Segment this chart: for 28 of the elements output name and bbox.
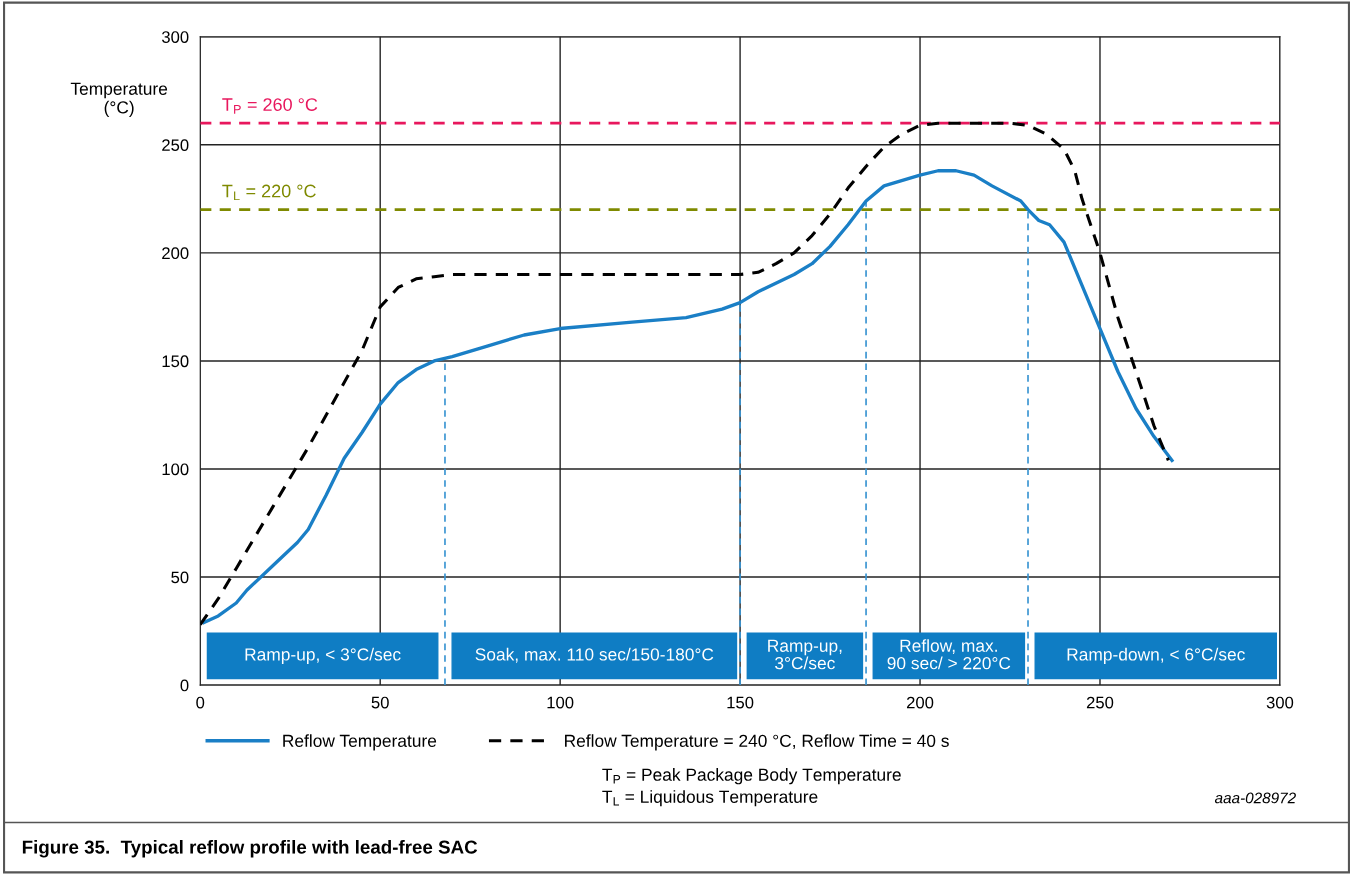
y-tick-label: 100 [162,463,189,476]
legend-label: Reflow Temperature = 240 °C, Reflow Time = 40 s [565,734,949,751]
text: T$_{L}$ = Liquidous Temperature [602,790,818,807]
band-label: Reflow, max. 90 sec/ > 220°C [887,639,1011,670]
text: Figure 35. Typical reflow profile with lead-free SAC [22,839,478,858]
band-label: Ramp-up, < 3°C/sec [245,647,401,665]
y-tick-label: 150 [162,355,189,368]
band-label: Ramp-up, 3°C/sec [768,639,842,670]
band-label: Soak, max. 110 sec/150-180°C [475,647,714,663]
x-tick-label: 250 [1086,696,1114,709]
x-tick-label: 200 [906,696,934,709]
x-tick-label: 100 [547,696,574,709]
x-tick-label: 0 [196,696,205,709]
text: T$_{P}$ = Peak Package Body Temperature [602,768,901,785]
y-tick-label: 50 [171,571,189,584]
y-tick-label: 200 [162,247,189,260]
ref-line-label: T$_{P}$ = 260 °C [222,98,318,114]
legend-label: Reflow Temperature [283,734,437,751]
y-tick-label: 0 [180,679,189,692]
text: aaa-028972 [1214,792,1296,804]
y-tick-label: 300 [161,31,189,43]
x-tick-label: 300 [1266,696,1294,709]
y-axis-title: Temperature (°C) [70,82,168,118]
ref-line-label: T$_{L}$ = 220 °C [222,184,316,201]
x-tick-label: 50 [371,696,389,709]
y-tick-label: 250 [162,139,189,152]
x-tick-label: 150 [727,696,754,709]
band-label: Ramp-down, < 6°C/sec [1067,647,1245,665]
